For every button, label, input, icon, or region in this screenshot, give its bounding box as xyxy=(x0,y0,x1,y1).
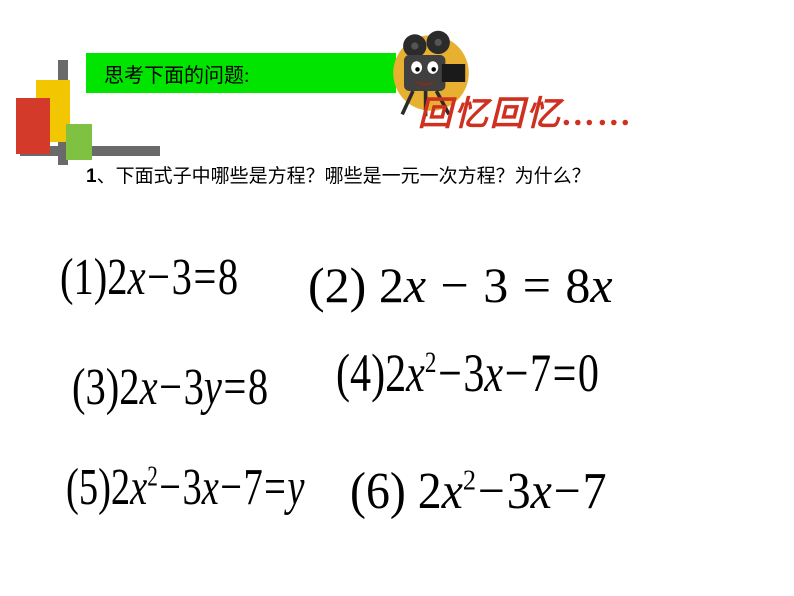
eq3-paren-open: ( xyxy=(72,359,86,416)
equation-4: (4)2x2−3x−7=0 xyxy=(336,342,599,404)
eq2-paren-open: ( xyxy=(308,257,325,313)
recall-title: 回忆回忆…… xyxy=(418,86,634,135)
eq2-paren-close: ) xyxy=(350,257,367,313)
eq1-num: 1 xyxy=(74,249,94,306)
eq5-paren-open: ( xyxy=(66,459,79,516)
eq6-paren-close: ) xyxy=(390,463,406,520)
deco-red-block xyxy=(16,98,50,154)
question-text: 1、下面式子中哪些是方程？哪些是一元一次方程？为什么？ xyxy=(86,164,646,191)
eq3-num: 3 xyxy=(86,359,106,416)
eq1-paren-close: ) xyxy=(94,249,108,306)
equation-3: (3)2x−3y=8 xyxy=(72,358,268,417)
eq2-num: 2 xyxy=(325,257,350,313)
eq6-paren-open: ( xyxy=(350,463,366,520)
deco-green-block xyxy=(66,124,92,160)
eq5-num: 5 xyxy=(79,459,98,516)
eq1-paren-open: ( xyxy=(60,249,74,306)
prompt-banner: 思考下面的问题: xyxy=(86,53,396,93)
eq6-num: 6 xyxy=(366,463,390,520)
recall-title-text: 回忆回忆…… xyxy=(418,96,634,133)
equation-2: (2) 2x − 3 = 8x xyxy=(308,256,613,314)
eq4-paren-close: ) xyxy=(371,343,385,403)
question-body: 、下面式子中哪些是方程？哪些是一元一次方程？为什么？ xyxy=(97,166,591,187)
equations-area: (1)2x−3=8 (2) 2x − 3 = 8x (3)2x−3y=8 (4)… xyxy=(30,238,770,578)
eq3-paren-close: ) xyxy=(106,359,120,416)
equation-5: (5)2x2−3x−7=y xyxy=(66,458,304,517)
eq4-num: 4 xyxy=(350,343,371,403)
equation-6: (6) 2x2−3x−7 xyxy=(350,462,606,521)
eq5-paren-close: ) xyxy=(98,459,111,516)
equation-1: (1)2x−3=8 xyxy=(60,248,238,307)
eq4-paren-open: ( xyxy=(336,343,350,403)
prompt-banner-text: 思考下面的问题: xyxy=(104,59,250,88)
question-number: 1 xyxy=(86,166,97,187)
